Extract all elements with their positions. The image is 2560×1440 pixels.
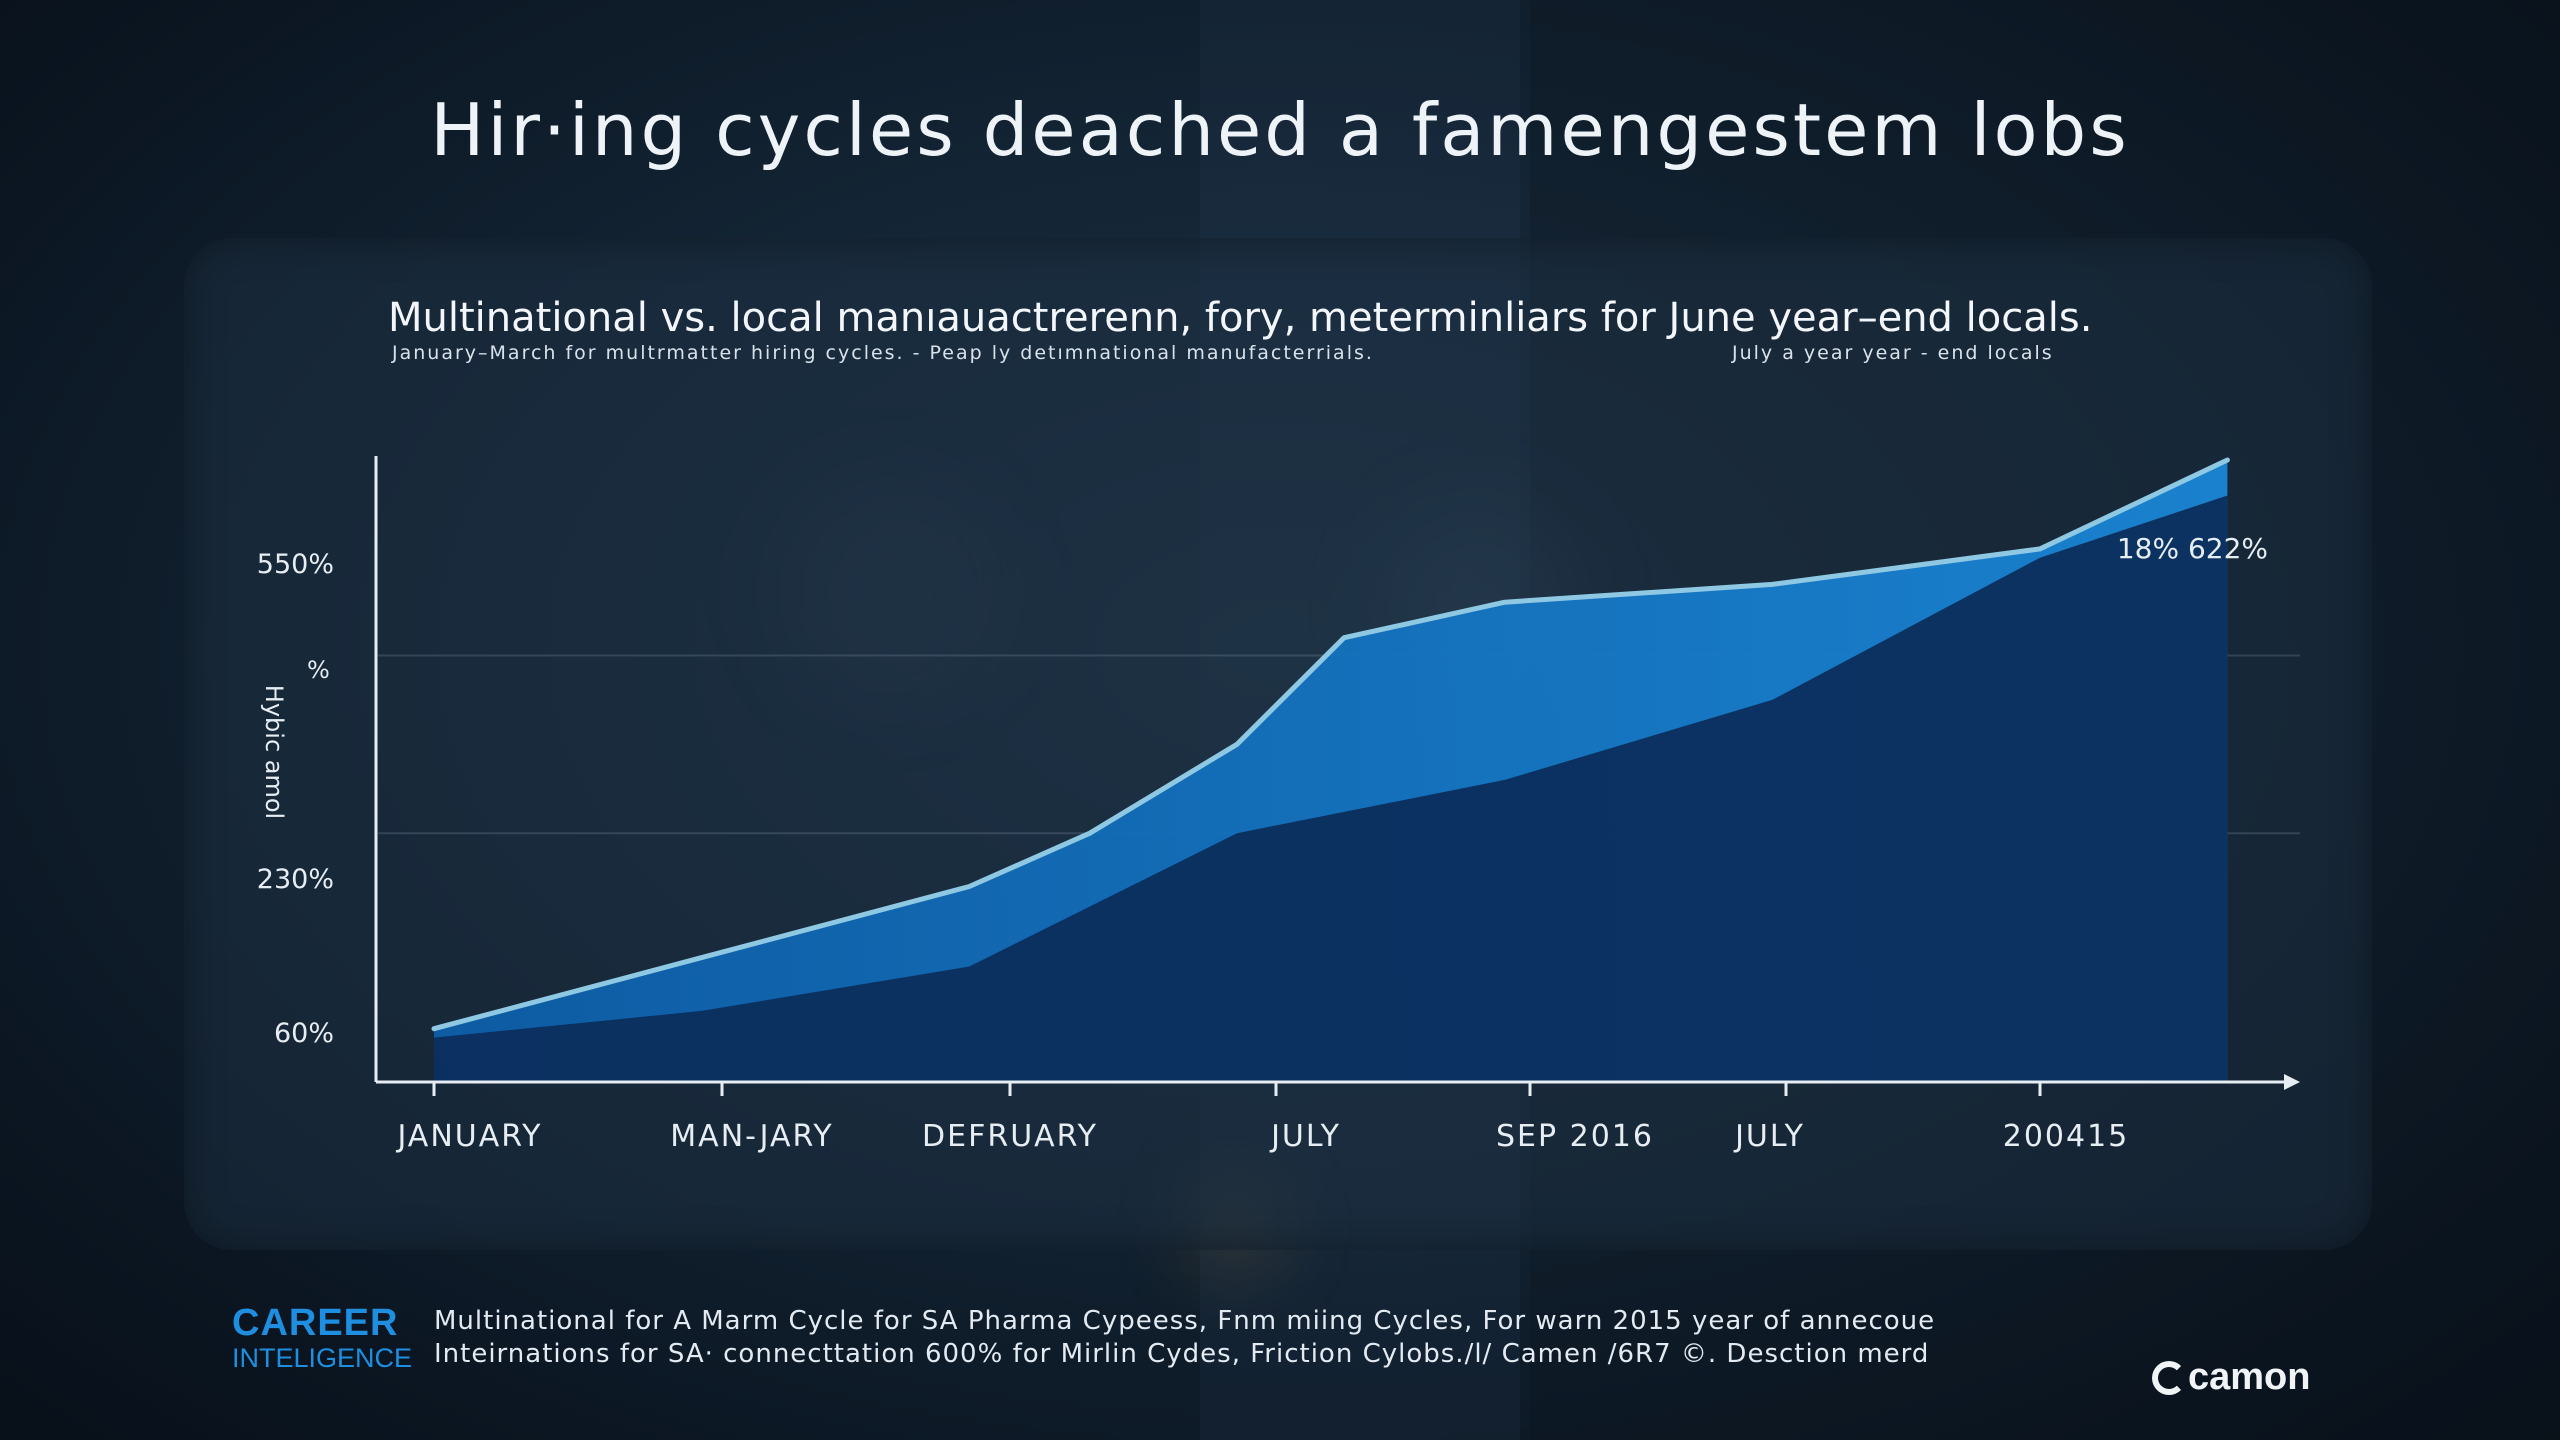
area-series-local: [434, 495, 2228, 1082]
x-tick-label: MAN-JARY: [670, 1119, 833, 1154]
x-tick-label: SEP 2016: [1496, 1119, 1654, 1154]
peak-annotation: 18% 622%: [2117, 532, 2268, 565]
chart-subtitle-right: July a year year - end locals: [1732, 342, 2054, 364]
y-tick-label: 230%: [257, 864, 334, 895]
footer-line-2: Inteirnations for SA· connecttation 600%…: [434, 1339, 1930, 1369]
x-tick-label: DEFRUARY: [922, 1119, 1098, 1154]
brand-c-icon: [2152, 1361, 2186, 1395]
logo-career: CAREER: [232, 1302, 399, 1344]
page-title: Hir·ing cycles deached a famengestem lob…: [430, 88, 2130, 172]
x-axis-arrow: [2284, 1074, 2300, 1090]
x-tick-label: 200415: [2003, 1119, 2130, 1154]
chart-subtitle-left: January–March for multrmatter hiring cyc…: [392, 342, 1374, 364]
y-axis-label: Hybic amol: [260, 684, 288, 820]
chart-title: Multinational vs. local manıauactrerenn,…: [388, 295, 2093, 341]
y-unit-label: %: [307, 656, 330, 684]
brand-name: camon: [2188, 1356, 2311, 1398]
x-tick-label: JULY: [1733, 1119, 1805, 1154]
logo-intelligence: INTELIGENCE: [232, 1343, 413, 1373]
y-tick-label: 60%: [274, 1018, 334, 1049]
line-series-multinational: [431, 457, 2230, 1032]
brand-logo: camon: [2152, 1356, 2310, 1399]
x-tick-label: JANUARY: [395, 1119, 542, 1154]
x-tick-label: JULY: [1269, 1119, 1341, 1154]
y-tick-label: 550%: [257, 549, 334, 580]
footer-line-1: Multinational for A Marm Cycle for SA Ph…: [434, 1306, 1936, 1336]
